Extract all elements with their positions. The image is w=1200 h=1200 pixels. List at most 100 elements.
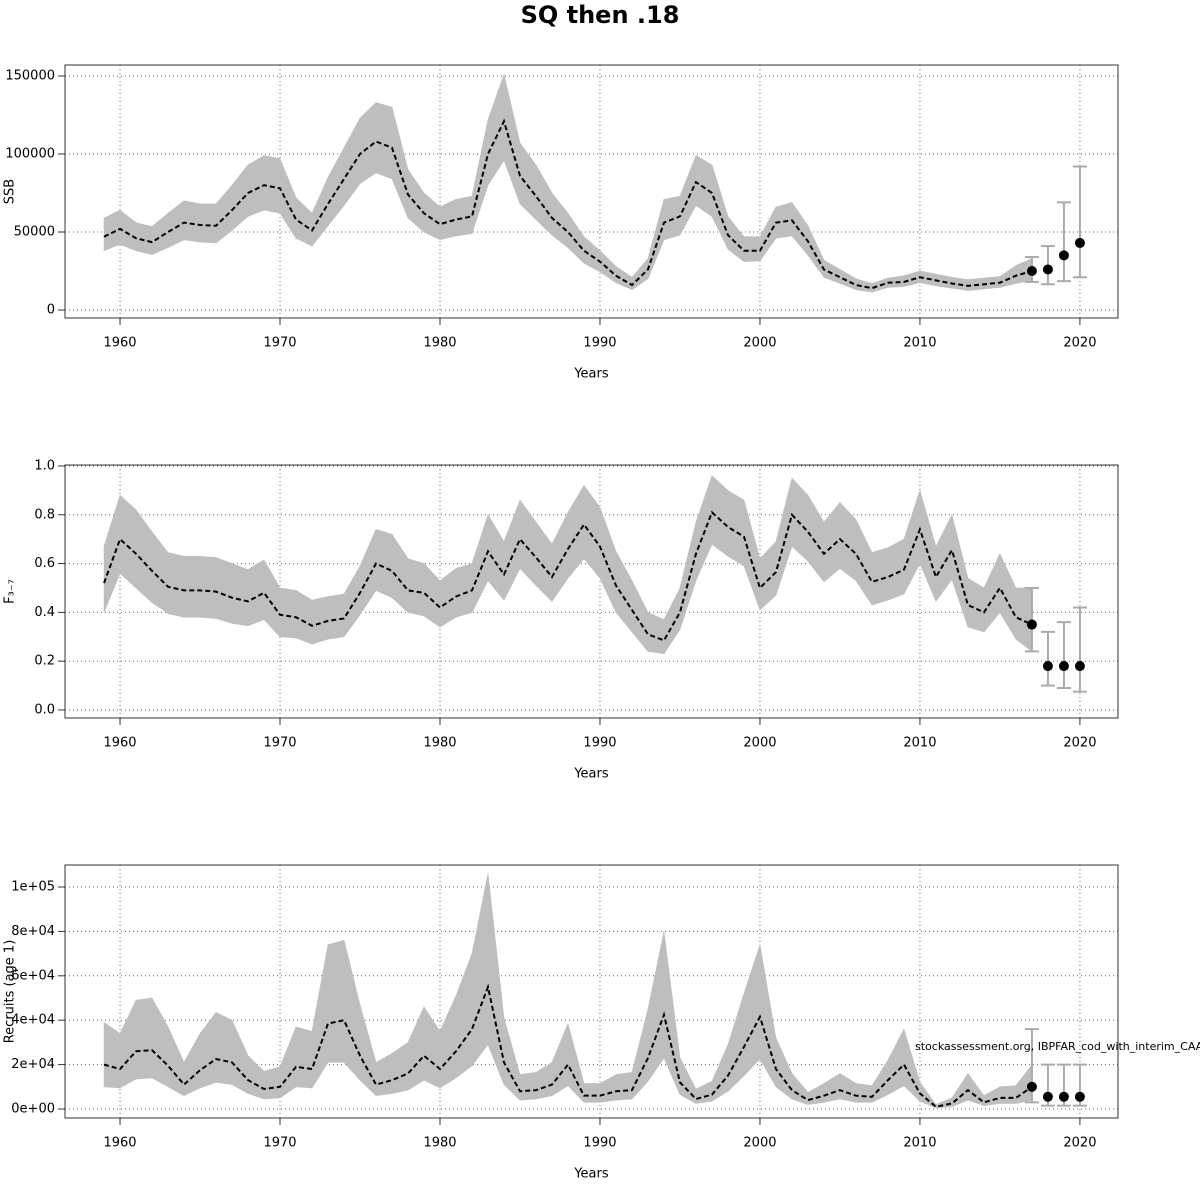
confidence-band — [231, 164, 249, 232]
confidence-band — [887, 1028, 905, 1096]
confidence-band — [791, 201, 809, 257]
confidence-band — [151, 996, 169, 1088]
confidence-band — [279, 1026, 297, 1099]
x-tick-label: 1960 — [103, 336, 136, 351]
confidence-band — [791, 1072, 809, 1105]
confidence-band — [135, 222, 153, 256]
confidence-band — [183, 200, 201, 243]
x-tick-label: 2000 — [743, 1136, 776, 1151]
forecast-point — [1026, 266, 1037, 277]
x-axis-label: Years — [573, 767, 609, 782]
confidence-band — [695, 155, 713, 217]
x-tick-label: 2020 — [1063, 336, 1096, 351]
confidence-band — [359, 529, 377, 616]
y-tick-label: 1.0 — [34, 458, 55, 473]
confidence-band — [631, 1009, 649, 1100]
confidence-band — [631, 257, 649, 291]
confidence-band — [711, 475, 729, 557]
x-axis-label: Years — [573, 1167, 609, 1182]
confidence-band — [103, 209, 121, 252]
forecast-point — [1042, 264, 1053, 275]
x-tick-label: 2010 — [903, 1136, 936, 1151]
confidence-band — [839, 268, 857, 291]
plot-frame — [64, 864, 1119, 1119]
confidence-band — [599, 507, 617, 613]
confidence-band — [327, 147, 345, 227]
plot-frame — [64, 464, 1119, 719]
forecast-point — [1074, 237, 1085, 248]
confidence-band — [567, 212, 585, 264]
confidence-band — [727, 215, 745, 263]
confidence-band — [199, 203, 217, 244]
y-tick-label: 150000 — [5, 68, 55, 83]
confidence-band — [775, 201, 793, 239]
confidence-band — [839, 1072, 857, 1103]
confidence-band — [775, 1037, 793, 1100]
x-tick-label: 2010 — [903, 736, 936, 751]
confidence-band — [279, 587, 297, 639]
x-tick-label: 1980 — [423, 736, 456, 751]
confidence-band — [295, 589, 313, 645]
forecast-point — [1074, 661, 1085, 672]
y-tick-label: 6e+04 — [11, 968, 55, 983]
y-tick-label: 0.8 — [34, 507, 55, 522]
y-tick-label: 0.4 — [34, 605, 55, 620]
confidence-band — [519, 142, 537, 221]
forecast-point — [1074, 1091, 1085, 1102]
confidence-band — [583, 484, 601, 580]
confidence-band — [407, 168, 425, 233]
confidence-band — [647, 199, 665, 279]
confidence-band — [407, 1006, 425, 1091]
y-tick-label: 0.6 — [34, 556, 55, 571]
confidence-band — [279, 158, 297, 240]
confidence-band — [311, 177, 329, 247]
confidence-band — [247, 155, 265, 217]
confidence-band — [439, 995, 457, 1089]
confidence-band — [807, 494, 825, 583]
x-tick-label: 1990 — [583, 336, 616, 351]
confidence-band — [455, 953, 473, 1079]
y-tick-label: 4e+04 — [11, 1013, 55, 1028]
confidence-band — [983, 1086, 1001, 1107]
forecast-point — [1058, 1091, 1069, 1102]
confidence-band — [247, 1055, 265, 1100]
confidence-band — [391, 1041, 409, 1094]
x-tick-label: 1980 — [423, 336, 456, 351]
confidence-band — [375, 529, 393, 599]
x-tick-label: 2000 — [743, 336, 776, 351]
x-tick-label: 2020 — [1063, 1136, 1096, 1151]
confidence-band — [951, 514, 969, 628]
confidence-band — [791, 477, 809, 562]
confidence-band — [695, 475, 713, 581]
confidence-band — [1015, 587, 1033, 653]
confidence-band — [567, 484, 585, 580]
confidence-band — [871, 547, 889, 606]
x-tick-label: 2010 — [903, 336, 936, 351]
confidence-band — [199, 1011, 217, 1089]
y-tick-label: 100000 — [5, 146, 55, 161]
forecast-point — [1058, 661, 1069, 672]
y-tick-label: 8e+04 — [11, 924, 55, 939]
confidence-band — [759, 944, 777, 1088]
x-tick-label: 1970 — [263, 336, 296, 351]
confidence-band — [135, 508, 153, 604]
confidence-band — [583, 236, 601, 273]
y-axis-label: F₃₋₇ — [3, 579, 18, 604]
x-tick-label: 1990 — [583, 1136, 616, 1151]
y-tick-label: 50000 — [14, 225, 55, 240]
confidence-band — [183, 1032, 201, 1097]
x-tick-label: 2000 — [743, 736, 776, 751]
confidence-band — [551, 1023, 569, 1097]
confidence-band — [647, 931, 665, 1083]
confidence-band — [327, 593, 345, 640]
confidence-band — [375, 102, 393, 180]
confidence-band — [311, 596, 329, 645]
confidence-band — [215, 557, 233, 624]
y-tick-label: 0.0 — [34, 702, 55, 717]
confidence-band — [471, 119, 489, 234]
confidence-band — [471, 873, 489, 1067]
confidence-band — [439, 567, 457, 628]
confidence-band — [151, 530, 169, 615]
confidence-band — [407, 558, 425, 617]
confidence-band — [743, 500, 761, 611]
